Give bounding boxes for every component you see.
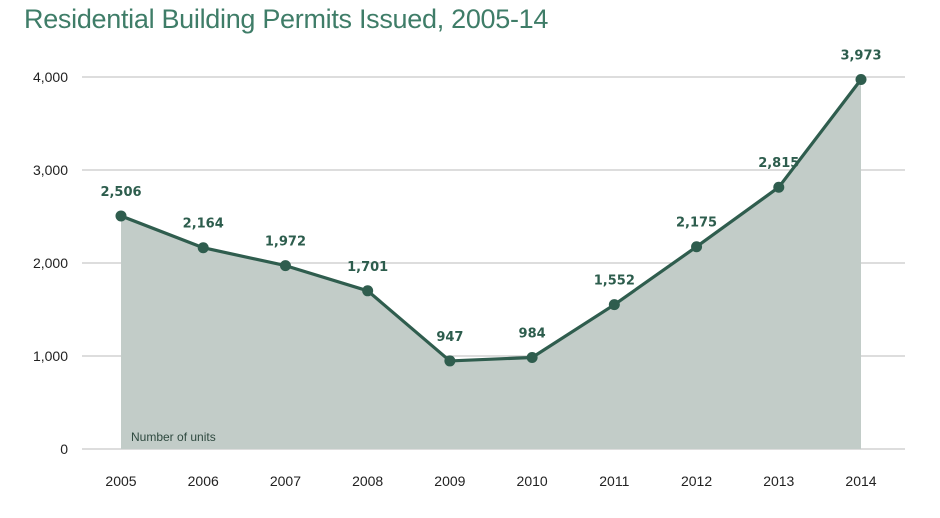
data-label: 2,815 [758,156,799,171]
data-point [855,74,867,86]
chart-title: Residential Building Permits Issued, 200… [24,4,549,34]
x-tick-label: 2009 [434,473,465,489]
data-point [279,260,291,272]
data-label: 984 [519,326,546,341]
x-axis-ticks: 2005 2006 2007 2008 2009 2010 2011 2012 2013 2014 [105,473,876,489]
data-label: 947 [436,330,463,345]
data-point [115,210,127,222]
data-label: 2,506 [100,185,141,200]
series-line [119,77,863,363]
y-tick-label: 4,000 [33,69,68,85]
data-point [691,241,703,253]
data-point [197,242,209,254]
data-label: 1,972 [265,235,306,250]
x-tick-label: 2013 [763,473,794,489]
x-tick-label: 2005 [105,473,136,489]
x-tick-label: 2011 [599,473,629,489]
units-note: Number of units [131,430,216,444]
data-point [608,299,620,311]
data-point [362,285,374,297]
y-tick-label: 0 [60,441,68,457]
markers [115,74,867,367]
x-tick-label: 2010 [517,473,548,489]
area-layer [121,79,861,450]
data-label: 2,164 [183,217,224,232]
x-tick-label: 2007 [270,473,301,489]
y-tick-label: 3,000 [33,162,68,178]
data-point [444,355,456,367]
x-tick-label: 2014 [845,473,876,489]
data-point [526,351,538,363]
data-label: 3,973 [840,49,881,64]
y-tick-label: 2,000 [33,255,68,271]
x-tick-label: 2012 [681,473,712,489]
data-labels: 2,506 2,164 1,972 1,701 947 984 1,552 2,175 2,81… [100,49,881,345]
y-axis-ticks: 0 1,000 2,000 3,000 4,000 [33,69,68,457]
area-fill [121,79,861,450]
line-layer [119,77,863,363]
x-tick-label: 2006 [188,473,219,489]
data-point [773,181,785,193]
data-label: 2,175 [676,216,717,231]
data-label: 1,552 [594,274,635,289]
y-tick-label: 1,000 [33,348,68,364]
x-tick-label: 2008 [352,473,383,489]
data-label: 1,701 [347,260,388,275]
